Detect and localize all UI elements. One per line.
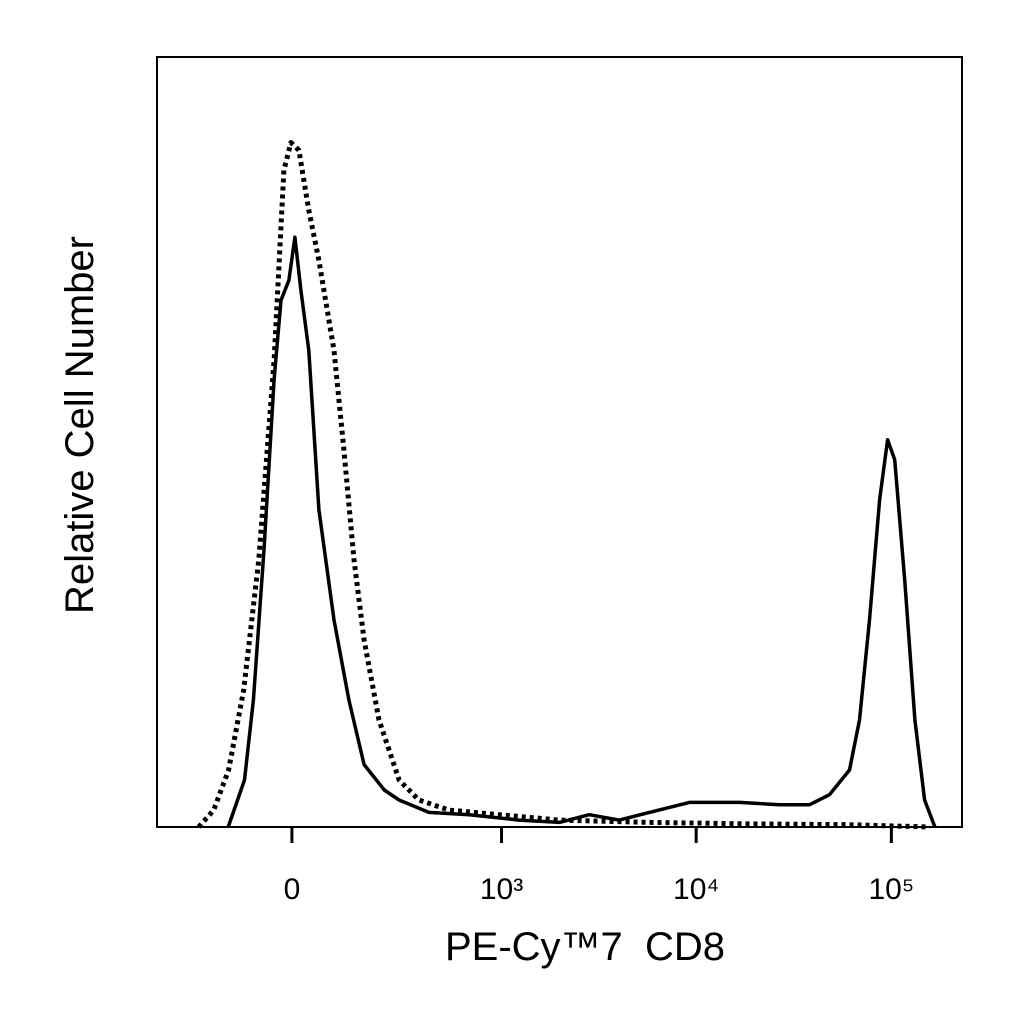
x-tick-label: 10⁵ [868, 873, 914, 906]
x-tick-label: 0 [284, 873, 301, 906]
histogram-line [226, 235, 937, 828]
x-tick-label: 10⁴ [673, 873, 719, 906]
plot-frame [156, 56, 963, 828]
x-axis-label: PE-Cy™7 CD8 [445, 925, 725, 969]
y-axis-label: Relative Cell Number [58, 236, 102, 614]
x-tick-label: 10³ [480, 873, 523, 906]
histogram-line [196, 140, 930, 830]
